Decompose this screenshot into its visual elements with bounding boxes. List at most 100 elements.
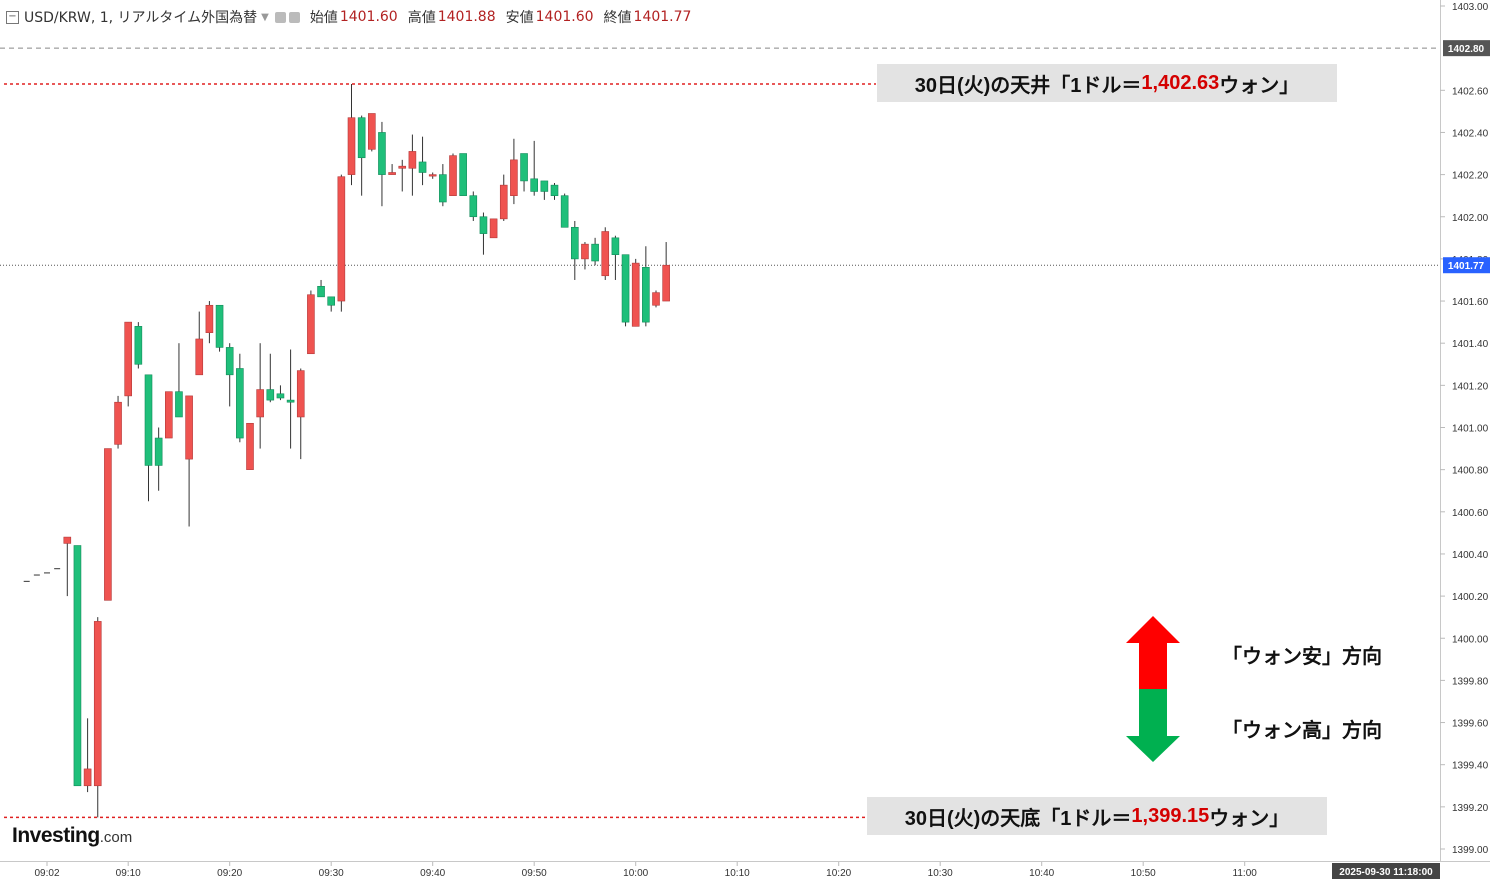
candle[interactable] xyxy=(347,83,356,186)
candle[interactable] xyxy=(642,246,650,327)
candle[interactable] xyxy=(408,134,417,196)
candle[interactable] xyxy=(215,304,224,352)
candle-body xyxy=(185,395,193,460)
candle[interactable] xyxy=(195,311,204,376)
candles[interactable] xyxy=(23,83,670,818)
candle[interactable] xyxy=(449,153,457,196)
y-tick-label: 1399.80 xyxy=(1452,676,1489,687)
candle[interactable] xyxy=(489,218,498,239)
candle[interactable] xyxy=(63,536,72,597)
candle-body xyxy=(662,264,670,302)
candle[interactable] xyxy=(530,140,539,196)
candle[interactable] xyxy=(459,153,467,196)
candle[interactable] xyxy=(581,242,589,270)
candle[interactable] xyxy=(73,545,82,787)
floor-value: 1,399.15 xyxy=(1131,804,1210,827)
y-tick-label: 1399.00 xyxy=(1452,845,1489,856)
candle-body xyxy=(104,448,112,601)
price-axis[interactable]: 1403.00 1402.60 1402.40 1402.20 1402.00 1401.… xyxy=(1440,2,1489,856)
candle-body xyxy=(307,294,315,355)
candle[interactable] xyxy=(367,113,376,152)
candle[interactable] xyxy=(165,391,173,439)
investing-logo[interactable]: Investing.com xyxy=(12,824,132,848)
candle-body xyxy=(347,117,356,175)
time-axis[interactable]: 09:02 09:10 09:20 09:30 09:40 09:50 10:00 10:10… xyxy=(34,862,1257,879)
chevron-down-icon[interactable]: ▼ xyxy=(261,11,269,23)
candle[interactable] xyxy=(296,368,305,460)
candle[interactable] xyxy=(570,220,579,280)
candle[interactable] xyxy=(621,254,630,327)
candle[interactable] xyxy=(236,353,244,443)
candle-body xyxy=(225,347,234,376)
candle-body xyxy=(631,262,640,327)
candle[interactable] xyxy=(652,290,660,308)
candle[interactable] xyxy=(144,374,153,502)
candle[interactable] xyxy=(104,448,112,601)
candle[interactable] xyxy=(134,322,143,369)
candle[interactable] xyxy=(469,191,478,221)
candle[interactable] xyxy=(154,427,163,491)
candle[interactable] xyxy=(307,290,315,355)
collapse-icon[interactable]: − xyxy=(6,10,19,24)
candle[interactable] xyxy=(550,183,559,200)
candle[interactable] xyxy=(499,174,508,221)
candle-body xyxy=(296,370,305,418)
candle[interactable] xyxy=(560,193,569,228)
candle[interactable] xyxy=(388,164,396,175)
candle[interactable] xyxy=(286,349,295,449)
candle[interactable] xyxy=(83,718,92,793)
y-tick-label: 1402.20 xyxy=(1452,171,1489,182)
candle[interactable] xyxy=(246,422,254,470)
candle[interactable] xyxy=(510,138,518,205)
y-tick-label: 1400.60 xyxy=(1452,508,1489,519)
candle[interactable] xyxy=(428,172,437,179)
candle[interactable] xyxy=(185,395,193,527)
candle[interactable] xyxy=(631,258,640,327)
candle[interactable] xyxy=(479,212,488,255)
eye-icon[interactable] xyxy=(274,11,286,23)
candle[interactable] xyxy=(93,617,102,818)
candle[interactable] xyxy=(205,301,214,344)
candle[interactable] xyxy=(439,164,447,207)
candle[interactable] xyxy=(225,343,234,407)
candle[interactable] xyxy=(662,242,670,302)
candle-body xyxy=(520,153,528,182)
candle-body xyxy=(449,155,457,196)
candle[interactable] xyxy=(357,115,366,196)
candle[interactable] xyxy=(601,227,610,280)
x-tick-label: 09:40 xyxy=(420,868,445,879)
candle-body xyxy=(591,243,599,262)
candle-body xyxy=(510,159,518,196)
candle-body xyxy=(337,176,346,302)
candle-body xyxy=(499,184,508,220)
candle-body xyxy=(479,216,488,234)
candle[interactable] xyxy=(317,279,325,298)
candle[interactable] xyxy=(175,343,183,418)
candle-body xyxy=(215,304,224,348)
y-tick-label: 1401.00 xyxy=(1452,424,1489,435)
candle[interactable] xyxy=(591,237,599,266)
candle[interactable] xyxy=(540,180,549,200)
candle[interactable] xyxy=(611,235,620,280)
won-strong-label: 「ウォン高」方向 xyxy=(1222,720,1382,742)
candle[interactable] xyxy=(327,296,336,312)
settings-icon[interactable] xyxy=(288,11,300,23)
candle[interactable] xyxy=(276,385,285,401)
candle[interactable] xyxy=(266,353,275,403)
candle[interactable] xyxy=(114,395,122,449)
up-arrow-icon xyxy=(1126,616,1180,689)
candle-body xyxy=(428,174,437,177)
candle[interactable] xyxy=(398,159,407,192)
y-tick-label: 1401.40 xyxy=(1452,339,1489,350)
x-tick-label: 10:40 xyxy=(1029,868,1054,879)
candle[interactable] xyxy=(337,174,346,312)
candle[interactable] xyxy=(124,321,132,407)
candle[interactable] xyxy=(418,136,427,186)
candle[interactable] xyxy=(256,343,264,449)
candle-body xyxy=(124,321,132,397)
symbol-title[interactable]: USD/KRW, 1, リアルタイム外国為替 xyxy=(24,10,258,26)
candle-body xyxy=(276,393,285,399)
candle[interactable] xyxy=(378,121,386,207)
candle[interactable] xyxy=(520,153,528,192)
